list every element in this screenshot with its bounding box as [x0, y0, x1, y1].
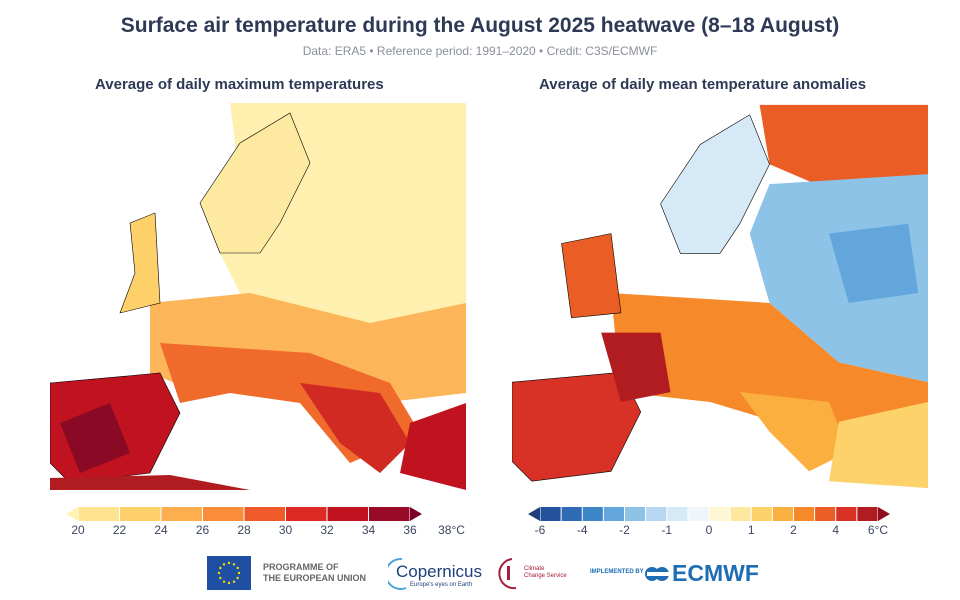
figure-subtitle: Data: ERA5 • Reference period: 1991–2020…	[302, 44, 658, 58]
colorbar-tick-label: 2	[790, 523, 797, 537]
colorbar-tick-label: 30	[278, 523, 293, 537]
ecmwf-logo: ECMWF	[644, 560, 768, 594]
land-scandinavia	[199, 112, 311, 254]
eu-flag-logo	[207, 556, 251, 590]
colorbar-tick-label: -1	[661, 523, 673, 537]
colorbar-segment	[286, 507, 327, 521]
colorbar-tick-label: 6°C	[867, 523, 889, 537]
colorbar-tick-label: 34	[361, 523, 376, 537]
land-turkey	[828, 401, 928, 489]
land-france-hot	[601, 332, 671, 402]
colorbar-tick-label: -2	[619, 523, 630, 537]
colorbar-segment	[857, 507, 878, 521]
land-east-core	[828, 223, 919, 303]
colorbar-tick-label: 4	[832, 523, 840, 537]
colorbar-tick-label: 28	[237, 523, 251, 537]
colorbar-segment	[561, 507, 582, 521]
colorbar-segment	[794, 507, 815, 521]
land-uk	[561, 233, 622, 319]
colorbar-segment	[161, 507, 202, 521]
anomaly-map	[512, 104, 928, 489]
eu-line-1: PROGRAMME OF	[263, 562, 339, 572]
land-central	[611, 293, 928, 432]
land-balkans	[739, 392, 849, 472]
colorbar-extend-low	[528, 507, 540, 521]
colorbar-segment	[78, 507, 119, 521]
colorbar-segment	[667, 507, 688, 521]
land-turkey	[400, 403, 466, 490]
eu-star	[232, 563, 236, 566]
left-panel-title: Average of daily maximum temperatures	[95, 76, 384, 93]
colorbar-segment	[327, 507, 368, 521]
colorbar-segment	[751, 507, 772, 521]
colorbar-extend-low	[66, 507, 78, 521]
land-scandinavia	[660, 114, 770, 254]
c3s-line-1: Climate	[524, 566, 545, 572]
eu-star	[222, 563, 226, 566]
colorbar-segment	[369, 507, 410, 521]
eu-star	[236, 566, 239, 570]
colorbar-tick-label: 1	[747, 523, 755, 537]
land-hotspot-iberia	[60, 403, 130, 473]
colorbar-tick-label: 22	[112, 523, 127, 537]
eu-star	[236, 576, 239, 580]
eu-star	[227, 561, 231, 565]
colorbar-segment	[625, 507, 646, 521]
colorbar-segment	[688, 507, 709, 521]
copernicus-wordmark: Copernicus	[396, 562, 482, 581]
colorbar-tick-label: 24	[154, 523, 168, 537]
colorbar-segment	[540, 507, 561, 521]
land-uk	[119, 212, 161, 314]
eu-star	[217, 571, 221, 575]
eu-star	[222, 580, 226, 583]
copernicus-tagline: Europe's eyes on Earth	[410, 582, 473, 588]
colorbar-segment	[815, 507, 836, 521]
land-africa	[50, 475, 250, 490]
c3s-logo: Climate Change Service	[496, 556, 576, 590]
eu-star	[232, 580, 236, 583]
colorbar-tick-label: 0	[705, 523, 713, 537]
colorbar-segment	[772, 507, 793, 521]
colorbar-tick-label: 36	[403, 523, 417, 537]
land-east	[749, 174, 928, 383]
colorbar-segment	[244, 507, 285, 521]
colorbar-segment	[120, 507, 161, 521]
max-temperature-map	[50, 103, 466, 490]
land-north-east	[759, 104, 928, 194]
eu-star	[227, 581, 231, 585]
colorbar-segment	[203, 507, 244, 521]
max-temperature-colorbar	[66, 507, 422, 521]
colorbar-segment	[646, 507, 667, 521]
colorbar-segment	[730, 507, 751, 521]
implemented-by-text: IMPLEMENTED BY	[590, 569, 644, 575]
colorbar-segment	[709, 507, 730, 521]
colorbar-segment	[836, 507, 857, 521]
anomaly-colorbar	[528, 507, 890, 521]
figure-title: Surface air temperature during the Augus…	[120, 14, 840, 37]
eu-line-2: THE EUROPEAN UNION	[263, 573, 367, 583]
colorbar-tick-label: -4	[576, 523, 588, 537]
colorbar-tick-label: -6	[534, 523, 546, 537]
eu-star	[237, 571, 241, 575]
eu-star	[219, 566, 222, 570]
colorbar-segment	[582, 507, 603, 521]
colorbar-tick-label: 20	[71, 523, 85, 537]
eu-programme-text: PROGRAMME OF THE EUROPEAN UNION	[263, 562, 366, 596]
colorbar-tick-label: 26	[195, 523, 210, 537]
land-balkans	[300, 383, 410, 473]
colorbar-extend-high	[410, 507, 422, 521]
eu-star	[219, 576, 222, 580]
right-panel-title: Average of daily mean temperature anomal…	[539, 76, 867, 93]
colorbar-segment	[603, 507, 624, 521]
copernicus-logo: Copernicus Europe's eyes on Earth	[388, 556, 482, 590]
colorbar-extend-high	[878, 507, 890, 521]
ecmwf-wordmark: ECMWF	[672, 560, 759, 586]
colorbar-tick-label: 38°C	[438, 523, 465, 537]
c3s-line-2: Change Service	[524, 573, 567, 579]
colorbar-tick-label: 32	[320, 523, 334, 537]
